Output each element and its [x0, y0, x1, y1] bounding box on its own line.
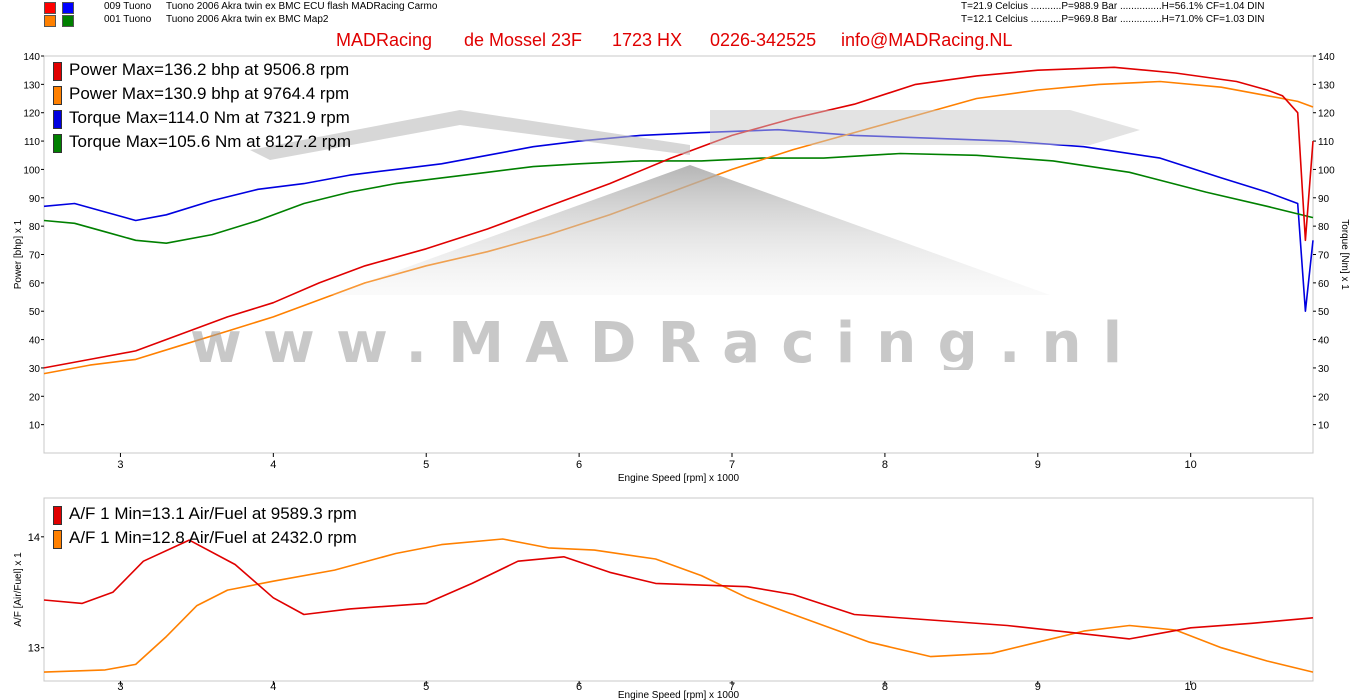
watermark-wing-right	[710, 110, 1140, 145]
run1-name: Tuono 2006 Akra twin ex BMC ECU flash MA…	[166, 1, 438, 12]
run2-conditions: T=12.1 Celcius ...........P=969.8 Bar ..…	[961, 14, 1265, 25]
x-tick-label: 6	[576, 459, 582, 471]
y-tick-label-right: 130	[1318, 80, 1335, 91]
company-postcode: 1723 HX	[612, 30, 683, 50]
run1-torque-swatch	[62, 2, 74, 14]
y-axis-label-left: Power [bhp] x 1	[13, 219, 24, 289]
y-axis-label-right: Torque [Nm] x 1	[1339, 219, 1350, 290]
y-tick-label-right: 20	[1318, 392, 1330, 403]
y-tick-label-right: 40	[1318, 336, 1330, 347]
legend-label: Torque Max=105.6 Nm at 8127.2 rpm	[69, 132, 352, 151]
legend-swatch	[53, 62, 62, 81]
run2-id: 001 Tuono	[104, 14, 152, 25]
y-tick-label: 14	[28, 532, 40, 544]
x-tick-label: 10	[1185, 681, 1197, 693]
legend-label: Power Max=130.9 bhp at 9764.4 rpm	[69, 84, 350, 103]
y-axis-label: A/F [Air/Fuel] x 1	[13, 552, 24, 627]
y-tick-label-right: 10	[1318, 421, 1330, 432]
y-tick-label-left: 120	[23, 109, 40, 120]
y-tick-label-left: 30	[29, 364, 41, 375]
y-tick-label-left: 10	[29, 421, 41, 432]
run1-id: 009 Tuono	[104, 1, 152, 12]
madracing-watermark-logo: www.MADRacing.nl	[190, 110, 1140, 370]
x-tick-label: 3	[117, 459, 123, 471]
y-tick-label: 13	[28, 643, 40, 655]
y-tick-label-right: 120	[1318, 109, 1335, 120]
y-tick-label-right: 110	[1318, 137, 1334, 148]
y-tick-label-left: 140	[23, 52, 40, 63]
run-row-1: 009 Tuono Tuono 2006 Akra twin ex BMC EC…	[0, 1, 1357, 14]
legend-label: A/F 1 Min=12.8 Air/Fuel at 2432.0 rpm	[69, 528, 357, 547]
run-row-2: 001 Tuono Tuono 2006 Akra twin ex BMC Ma…	[0, 14, 1357, 27]
x-tick-label: 7	[729, 459, 735, 471]
air-fuel-chart: 3 4 5 6 7 8 9 10 13 14 Engine Speed [rpm] x 1000 A/…	[13, 497, 1314, 700]
y-tick-label-right: 30	[1318, 364, 1330, 375]
x-tick-label: 9	[1035, 459, 1041, 471]
company-name: MADRacing	[336, 30, 433, 50]
legend-label: Power Max=136.2 bhp at 9506.8 rpm	[69, 60, 350, 79]
legend-swatch	[53, 110, 62, 129]
run2-power-swatch	[44, 15, 56, 27]
watermark-triangle	[330, 165, 1050, 295]
x-tick-label: 3	[117, 681, 123, 693]
y-tick-label-left: 40	[29, 336, 41, 347]
y-tick-label-left: 80	[29, 222, 41, 233]
x-tick-label: 10	[1185, 459, 1197, 471]
y-tick-label-left: 60	[29, 279, 41, 290]
legend-swatch	[53, 134, 62, 153]
y-tick-label-left: 110	[24, 137, 40, 148]
y-tick-label-left: 70	[29, 251, 41, 262]
run-header: 009 Tuono Tuono 2006 Akra twin ex BMC EC…	[0, 0, 1357, 28]
y-tick-label-left: 50	[29, 307, 41, 318]
run2-torque-swatch	[62, 15, 74, 27]
plot-frame	[43, 497, 1314, 682]
x-axis-label: Engine Speed [rpm] x 1000	[618, 690, 740, 700]
y-tick-label-right: 50	[1318, 307, 1330, 318]
run1-conditions: T=21.9 Celcius ...........P=988.9 Bar ..…	[961, 1, 1265, 12]
run2-name: Tuono 2006 Akra twin ex BMC Map2	[166, 14, 329, 25]
x-tick-label: 4	[270, 681, 276, 693]
series-line-af-1	[43, 538, 1314, 673]
y-tick-label-left: 20	[29, 392, 41, 403]
series-line-torque-2	[43, 128, 1314, 313]
legend-label: Torque Max=114.0 Nm at 7321.9 rpm	[69, 108, 350, 127]
watermark-wing-left	[250, 110, 690, 160]
y-tick-label-left: 90	[29, 194, 41, 205]
company-street: de Mossel 23F	[464, 30, 583, 50]
y-tick-label-right: 140	[1318, 52, 1335, 63]
series-line-af-0	[43, 539, 1314, 640]
y-tick-label-right: 80	[1318, 222, 1330, 233]
legend-swatch	[53, 86, 62, 105]
series-line-torque-3	[43, 152, 1314, 244]
y-tick-label-left: 100	[23, 165, 40, 176]
company-email: info@MADRacing.NL	[841, 30, 1013, 50]
x-axis-label: Engine Speed [rpm] x 1000	[618, 473, 740, 484]
legend-label: A/F 1 Min=13.1 Air/Fuel at 9589.3 rpm	[69, 504, 357, 523]
company-info: MADRacing de Mossel 23F 1723 HX 0226-342…	[0, 30, 1357, 52]
x-tick-label: 7	[729, 681, 735, 693]
legend-swatch	[53, 530, 62, 549]
y-tick-label-right: 100	[1318, 165, 1335, 176]
company-phone: 0226-342525	[710, 30, 817, 50]
watermark-url: www.MADRacing.nl	[190, 311, 1130, 370]
x-tick-label: 6	[576, 681, 582, 693]
y-tick-label-right: 90	[1318, 194, 1330, 205]
x-tick-label: 8	[882, 681, 888, 693]
legend-swatch	[53, 506, 62, 525]
x-tick-label: 9	[1035, 681, 1041, 693]
x-tick-label: 5	[423, 459, 429, 471]
y-tick-label-left: 130	[23, 80, 40, 91]
y-tick-label-right: 70	[1318, 251, 1330, 262]
y-tick-label-right: 60	[1318, 279, 1330, 290]
x-tick-label: 8	[882, 459, 888, 471]
run1-power-swatch	[44, 2, 56, 14]
x-tick-label: 4	[270, 459, 276, 471]
x-tick-label: 5	[423, 681, 429, 693]
